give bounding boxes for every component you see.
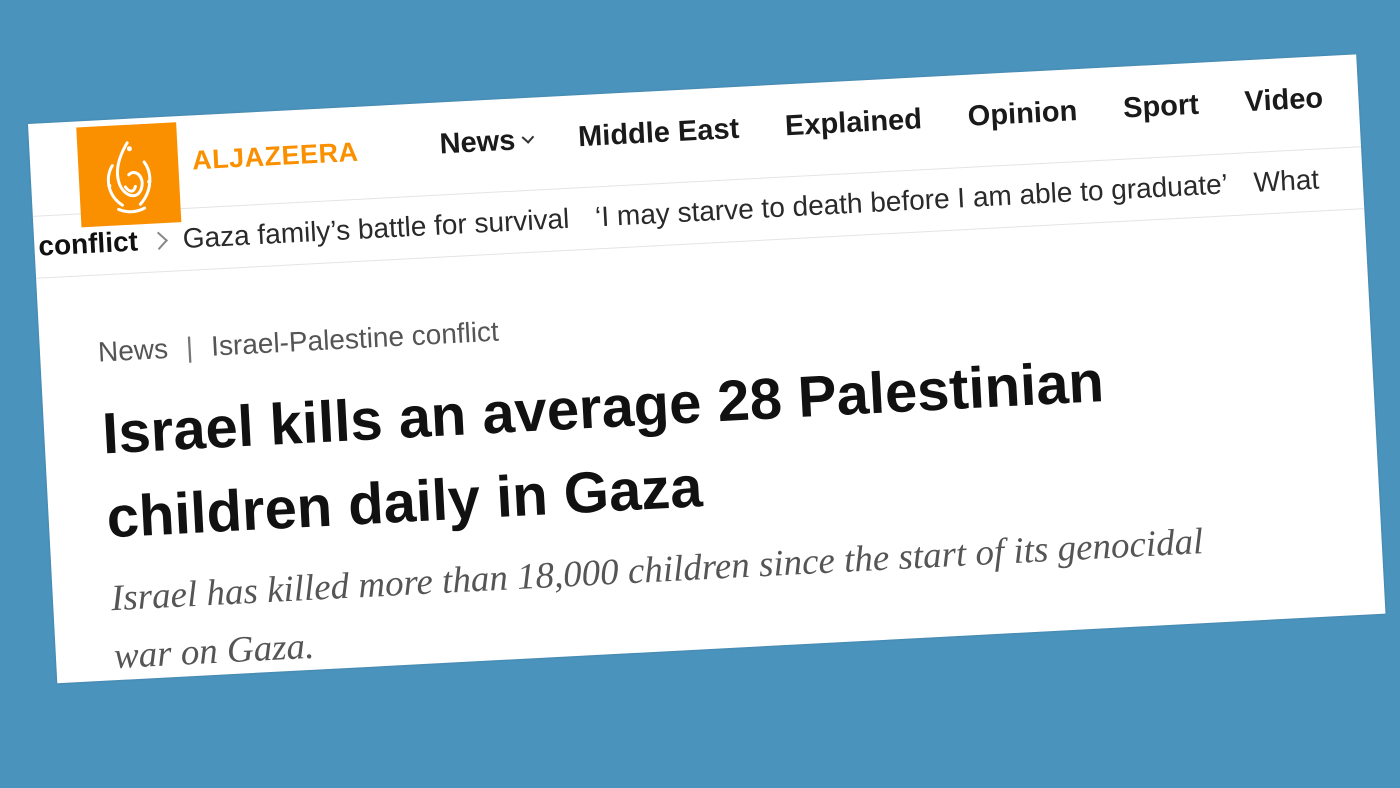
aljazeera-calligraphy-icon bbox=[106, 141, 152, 214]
logo[interactable] bbox=[76, 122, 182, 228]
chevron-down-icon bbox=[521, 131, 535, 144]
trending-link[interactable]: What bbox=[1252, 163, 1320, 198]
nav-item-opinion[interactable]: Opinion bbox=[967, 95, 1078, 134]
brand-name[interactable]: ALJAZEERA bbox=[191, 136, 360, 176]
nav-item-label: Middle East bbox=[577, 112, 740, 154]
site-header: ALJAZEERA News Middle East Explained Opi… bbox=[28, 54, 1362, 228]
trending-link[interactable]: Gaza family’s battle for survival bbox=[181, 202, 571, 255]
nav-item-label: Explained bbox=[784, 103, 923, 143]
nav-item-label: Video bbox=[1243, 82, 1324, 119]
breadcrumb-separator: | bbox=[185, 331, 195, 364]
nav-item-label: Sport bbox=[1122, 88, 1200, 125]
nav-item-news[interactable]: News bbox=[438, 124, 535, 162]
trending-label[interactable]: conflict bbox=[37, 225, 139, 262]
chevron-right-icon bbox=[149, 231, 168, 250]
breadcrumb-topic[interactable]: Israel-Palestine conflict bbox=[210, 315, 500, 362]
article-page-card: ALJAZEERA News Middle East Explained Opi… bbox=[28, 54, 1386, 684]
nav-item-label: Opinion bbox=[966, 95, 1079, 133]
nav-item-label: News bbox=[438, 124, 517, 161]
nav-item-video[interactable]: Video bbox=[1244, 82, 1324, 119]
nav-item-middle-east[interactable]: Middle East bbox=[577, 113, 740, 154]
breadcrumb: News | Israel-Palestine conflict bbox=[97, 316, 499, 369]
nav-item-explained[interactable]: Explained bbox=[784, 103, 923, 143]
breadcrumb-section[interactable]: News bbox=[97, 333, 169, 368]
main-nav: News Middle East Explained Opinion Sport… bbox=[439, 80, 1370, 162]
nav-item-sport[interactable]: Sport bbox=[1122, 89, 1199, 126]
